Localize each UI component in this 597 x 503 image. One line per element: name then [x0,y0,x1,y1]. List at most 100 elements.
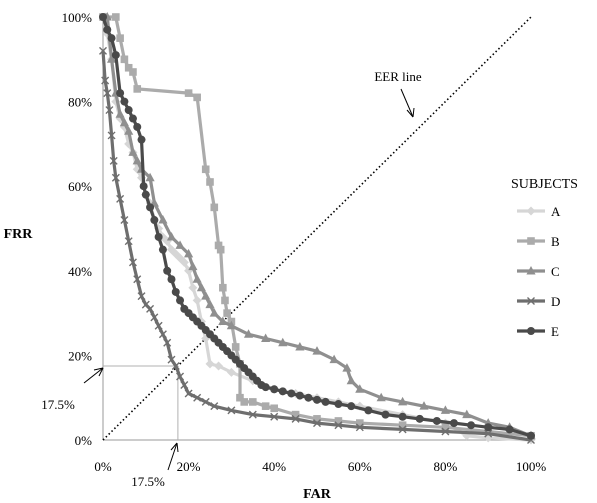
data-point-C [192,274,202,283]
data-point-B [231,343,240,351]
legend-label: C [551,264,560,279]
data-point-C [184,248,194,258]
legend-item-D: D [517,294,560,309]
eer-frr-arrowhead [93,367,104,377]
data-point-E [449,419,458,428]
y-tick-label: 0% [75,433,93,448]
data-point-C [119,117,129,127]
data-point-C [196,282,207,292]
data-point-C [115,109,125,118]
y-tick-label: 40% [68,264,92,279]
x-tick-label: 40% [262,459,286,474]
eer-line-arrow [400,88,414,118]
data-point-D [154,321,163,330]
data-point-B [112,13,120,21]
data-point-D [227,406,236,415]
data-point-D [193,393,202,402]
series-line-D [101,50,532,442]
data-point-B [291,410,300,419]
legend-label: D [551,294,560,309]
data-point-C [312,346,322,355]
data-point-E [505,425,514,434]
data-point-C [188,261,198,271]
data-point-D [163,338,172,347]
data-point-B [124,63,133,72]
eer-frr-arrow [83,367,104,384]
eer-line-label: EER line [374,69,422,84]
data-point-B [120,55,129,64]
data-point-D [105,106,114,115]
data-point-C [132,155,142,165]
data-point-C [462,409,472,419]
data-point-C [398,396,408,406]
data-point-B [223,309,231,317]
data-point-E [287,389,296,398]
x-axis-label: FAR [303,487,332,502]
data-point-E [278,387,287,396]
data-point-E [167,275,176,284]
data-point-E [111,51,120,60]
data-point-B [441,423,450,432]
data-point-E [163,266,172,275]
data-point-E [381,410,390,419]
data-point-E [141,190,150,199]
data-point-B [236,393,244,402]
data-point-B [116,34,124,42]
data-point-D [313,419,321,428]
data-point-D [116,194,125,203]
eer-line [102,16,532,441]
data-point-D [120,216,129,225]
legend-swatch-marker [526,266,536,275]
data-point-B [206,178,214,186]
data-point-B [261,402,270,410]
data-point-D [167,355,176,364]
y-tick-label: 80% [68,95,92,110]
data-point-E [261,383,270,392]
data-point-D [146,304,155,313]
data-point-E [313,395,321,404]
data-point-E [415,414,424,423]
data-point-B [484,427,492,436]
data-point-D [398,425,407,434]
data-point-A [205,359,215,369]
data-point-E [334,400,343,409]
data-point-C [226,320,236,330]
data-point-D [201,397,210,406]
data-point-E [270,385,279,394]
data-point-E [484,423,493,432]
data-point-C [419,401,429,410]
data-point-D [101,76,110,85]
x-tick-label: 60% [348,459,372,474]
data-point-E [99,13,107,21]
data-point-B [133,85,142,93]
data-point-E [295,391,304,400]
data-point-E [146,203,155,212]
data-point-D [484,429,493,438]
data-point-C [175,240,185,249]
data-point-E [398,412,407,421]
x-tick-label: 100% [516,459,547,474]
data-point-D [150,313,159,322]
data-point-E [527,431,535,440]
data-point-C [145,172,155,182]
x-tick-label: 0% [94,459,112,474]
data-point-C [166,231,177,241]
data-point-D [99,46,107,55]
data-point-D [124,237,133,246]
data-point-D [248,410,257,419]
data-point-E [124,106,133,115]
data-point-E [467,421,476,430]
x-tick-label: 80% [433,459,457,474]
eer-far-arrowhead [170,442,179,453]
data-point-E [120,97,129,106]
data-point-B [313,415,321,423]
data-point-D [158,330,167,339]
data-point-E [103,25,112,34]
data-point-B [216,245,225,254]
data-point-D [176,372,185,381]
data-point-D [184,389,193,398]
data-point-B [219,283,227,292]
data-point-E [137,135,146,144]
